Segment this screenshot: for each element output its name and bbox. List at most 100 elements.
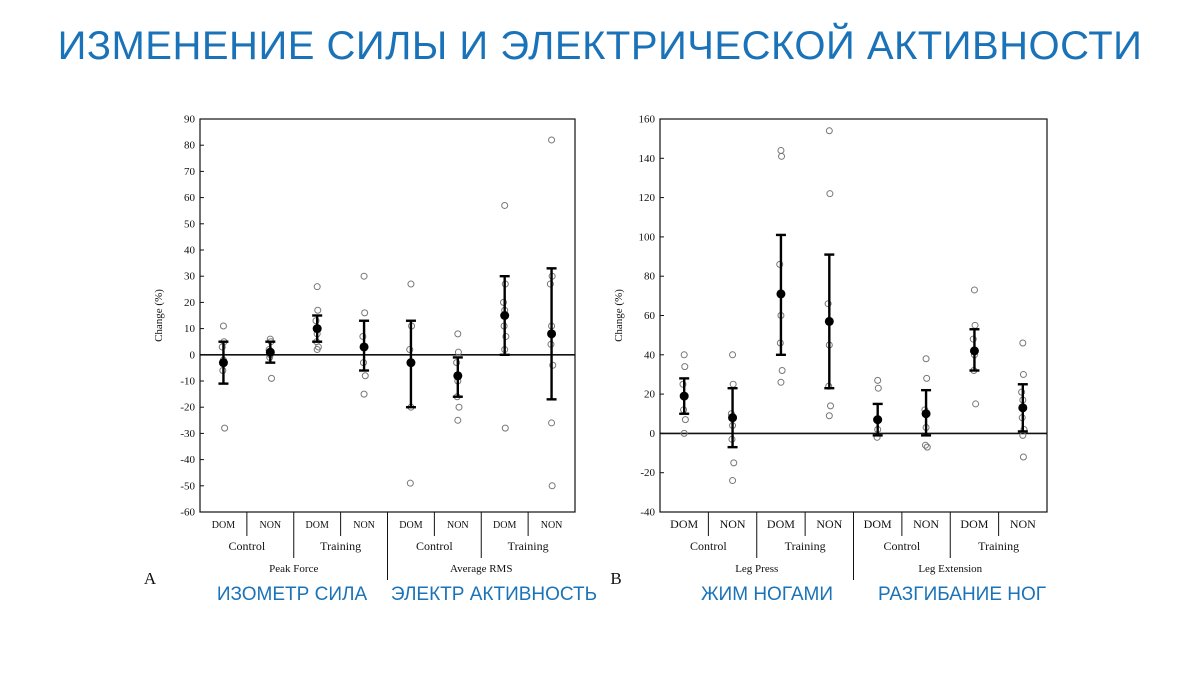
data-point xyxy=(729,351,737,359)
group-label: Peak Force xyxy=(269,563,318,575)
data-point xyxy=(314,306,322,314)
data-point xyxy=(681,416,689,424)
series-group xyxy=(405,280,416,487)
data-point xyxy=(1019,370,1027,378)
series-group xyxy=(775,146,786,386)
data-point xyxy=(923,374,931,382)
series-group xyxy=(969,286,980,408)
data-point xyxy=(502,332,510,340)
y-tick-label: 40 xyxy=(184,245,196,257)
mean-marker xyxy=(969,346,979,356)
data-point xyxy=(313,283,321,291)
series-group xyxy=(921,355,932,451)
data-point xyxy=(361,372,369,380)
caption-isometric-force: ИЗОМЕТР СИЛА xyxy=(216,584,368,605)
chart-a: -60 -50 -40 -30 -20 -10 0 10 20 30 40 50 60 70 80 90 Cha… xyxy=(144,114,576,588)
data-point xyxy=(680,351,688,359)
category-label: DOM xyxy=(960,517,988,531)
y-tick-label: -40 xyxy=(640,507,655,519)
y-tick-label: 120 xyxy=(639,192,656,204)
condition-label: Training xyxy=(785,539,826,553)
series-group xyxy=(1017,339,1028,461)
data-point xyxy=(1019,339,1027,347)
mean-marker xyxy=(679,391,689,401)
data-point xyxy=(501,424,509,432)
caption-leg-press: ЖИМ НОГАМИ xyxy=(701,584,833,605)
y-tick-label: 140 xyxy=(639,153,656,165)
mean-marker xyxy=(728,413,738,423)
data-point xyxy=(454,330,462,338)
data-point xyxy=(361,309,369,317)
category-label: NON xyxy=(447,520,469,531)
data-point xyxy=(778,152,786,160)
data-point xyxy=(777,378,785,386)
series-group xyxy=(265,335,276,382)
condition-label: Control xyxy=(416,539,453,553)
data-point xyxy=(454,416,462,424)
category-label: DOM xyxy=(670,517,698,531)
data-point xyxy=(313,346,321,354)
category-label: NON xyxy=(913,517,939,531)
data-point xyxy=(548,419,556,427)
series-group xyxy=(218,322,229,432)
y-tick-label: -20 xyxy=(640,467,655,479)
data-point xyxy=(312,317,320,325)
chart-b: -40 -20 0 20 40 60 80 100 120 140 160 Change (%) DOM… xyxy=(610,114,1048,588)
mean-marker xyxy=(921,409,931,419)
series-group xyxy=(359,272,370,398)
data-point xyxy=(971,321,979,329)
group-label: Leg Press xyxy=(735,563,778,575)
group-label: Leg Extension xyxy=(918,563,982,575)
data-point xyxy=(730,459,738,467)
data-point xyxy=(825,127,833,135)
mean-marker xyxy=(824,316,834,326)
y-tick-label: 0 xyxy=(650,428,656,440)
category-label: DOM xyxy=(493,520,516,531)
group-label: Average RMS xyxy=(450,563,512,575)
mean-marker xyxy=(453,371,463,381)
data-point xyxy=(221,424,229,432)
category-label: NON xyxy=(1010,517,1036,531)
category-label: DOM xyxy=(767,517,795,531)
caption-electrical-activity: ЭЛЕКТР АКТИВНОСТЬ xyxy=(390,584,598,605)
data-point xyxy=(360,272,368,280)
data-point xyxy=(359,332,367,340)
data-point xyxy=(679,380,687,388)
y-tick-label: 60 xyxy=(184,192,196,204)
data-point xyxy=(549,361,557,369)
y-tick-label: 90 xyxy=(184,114,196,126)
mean-marker xyxy=(265,347,275,357)
condition-label: Control xyxy=(884,539,921,553)
data-point xyxy=(729,380,737,388)
data-point xyxy=(1019,453,1027,461)
y-axis-label: Change (%) xyxy=(613,289,625,342)
data-point xyxy=(548,482,556,490)
data-point xyxy=(921,441,929,449)
y-tick-label: -50 xyxy=(180,480,195,492)
data-point xyxy=(454,348,462,356)
mean-marker xyxy=(500,311,510,320)
data-point xyxy=(219,322,227,330)
y-tick-label: 100 xyxy=(639,231,656,243)
series-group xyxy=(499,201,510,432)
panel-letter: B xyxy=(610,569,621,588)
slide-title: ИЗМЕНЕНИЕ СИЛЫ И ЭЛЕКТРИЧЕСКОЙ АКТИВНОСТ… xyxy=(57,24,1143,68)
condition-label: Training xyxy=(320,539,361,553)
category-label: NON xyxy=(259,520,281,531)
y-tick-label: 40 xyxy=(644,349,656,361)
mean-marker xyxy=(312,324,322,334)
y-tick-label: -10 xyxy=(180,376,195,388)
data-point xyxy=(874,376,882,384)
data-point xyxy=(776,260,784,268)
y-tick-label: 60 xyxy=(644,310,656,322)
series-group xyxy=(727,351,738,485)
data-point xyxy=(681,363,689,371)
data-point xyxy=(972,400,980,408)
mean-marker xyxy=(406,358,416,368)
y-tick-label: 10 xyxy=(184,323,196,335)
mean-marker xyxy=(359,342,369,352)
category-label: DOM xyxy=(306,520,329,531)
y-tick-label: 80 xyxy=(184,140,196,152)
category-label: DOM xyxy=(399,520,422,531)
data-point xyxy=(406,479,414,487)
